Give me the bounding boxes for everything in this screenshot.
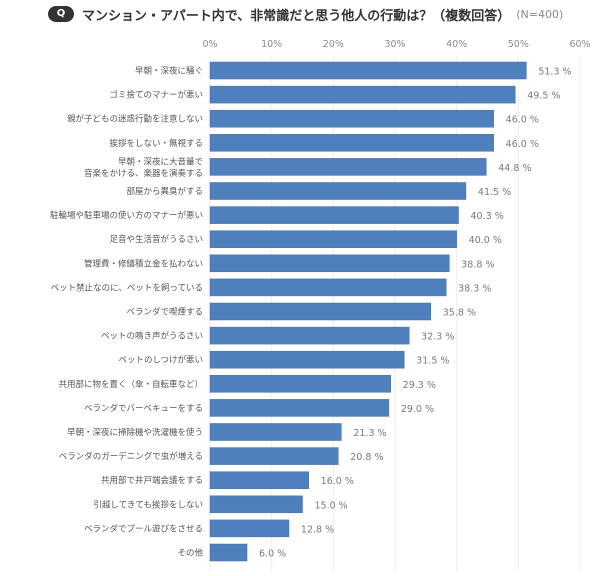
bar: [209, 254, 450, 273]
value-label: 32.3 %: [421, 332, 454, 343]
value-label: 6.0 %: [259, 549, 286, 560]
category-label: ペット禁止なのに、ペットを飼っている: [51, 282, 203, 293]
value-label: 46.0 %: [506, 139, 539, 150]
value-label: 21.3 %: [353, 428, 386, 439]
bar: [209, 519, 290, 538]
value-label: 35.8 %: [443, 308, 476, 319]
bar: [209, 302, 432, 321]
bar: [209, 206, 459, 224]
x-tick-label: 60%: [569, 39, 590, 50]
value-label: 12.8 %: [301, 524, 334, 535]
category-label: 早朝・深夜に騒ぐ: [135, 66, 203, 77]
bar: [209, 423, 342, 441]
category-label: ベランダで喫煙する: [126, 307, 203, 318]
bar: [209, 399, 390, 417]
sample-size: (N=400): [516, 7, 564, 21]
value-label: 38.8 %: [461, 259, 494, 270]
category-label: その他: [177, 548, 203, 559]
bar: [209, 471, 309, 489]
x-tick-label: 0%: [202, 39, 217, 50]
bar: [209, 230, 457, 248]
category-label: ベランダでプール遊びをさせる: [84, 523, 203, 534]
value-label: 15.0 %: [315, 500, 348, 511]
value-label: 20.8 %: [350, 452, 383, 463]
bar: [209, 158, 487, 176]
bar: [209, 278, 447, 297]
x-tick-label: 40%: [446, 39, 467, 50]
value-label: 46.0 %: [506, 115, 539, 126]
category-label: 共用部で井戸端会議をする: [101, 475, 203, 486]
category-label: 音楽をかける、楽器を演奏する: [84, 168, 203, 179]
category-label: ベランダのガーデニングで虫が増える: [59, 451, 203, 462]
category-label: 引越してきても挨拶をしない: [93, 499, 203, 510]
category-label: 挨拶をしない・無視する: [109, 138, 203, 149]
value-label: 29.0 %: [401, 404, 434, 415]
value-label: 31.5 %: [416, 356, 449, 367]
category-label: 管理費・修繕積立金を払わない: [84, 258, 203, 269]
bar: [209, 61, 527, 80]
category-label: 早朝・深夜に掃除機や洗濯機を使う: [67, 427, 203, 438]
bar: [209, 134, 494, 152]
chart-title-row: Q マンション・アパート内で、非常識だと思う他人の行動は？（複数回答） (N=4…: [48, 4, 563, 24]
category-label: ペットのしつけが悪い: [119, 355, 204, 366]
category-label: 親が子どもの迷惑行動を注意しない: [67, 114, 203, 125]
x-tick-label: 10%: [261, 39, 282, 50]
value-labels: 51.3 % 49.5 % 46.0 % 46.0 % 44.8 % 41.5 % 40.3…: [259, 67, 572, 560]
chart-title: マンション・アパート内で、非常識だと思う他人の行動は？（複数回答）: [82, 8, 511, 24]
value-label: 38.3 %: [458, 283, 491, 294]
category-label: ベランダでバーベキューをする: [84, 403, 203, 414]
category-label: 共用部に物を置く（傘・自転車など）: [58, 379, 203, 390]
question-badge: Q: [48, 6, 74, 22]
x-tick-label: 20%: [323, 39, 344, 50]
category-label: ペットの鳴き声がうるさい: [101, 331, 203, 342]
category-label: 早朝・深夜に大音量で: [118, 156, 203, 167]
value-label: 44.8 %: [498, 163, 531, 174]
bar: [209, 326, 410, 345]
x-tick-label: 30%: [384, 39, 405, 50]
category-labels: 早朝・深夜に騒ぐゴミ捨てのマナーが悪い親が子どもの迷惑行動を注意しない挨拶をしな…: [50, 66, 204, 559]
category-label: 部屋から異臭がする: [126, 186, 203, 197]
bar: [209, 109, 494, 128]
bar: [209, 447, 339, 465]
value-label: 51.3 %: [538, 67, 571, 78]
category-label: 駐輪場や駐車場の使い方のマナーが悪い: [50, 210, 203, 221]
bar: [209, 85, 516, 104]
value-label: 40.3 %: [471, 211, 504, 222]
x-axis-ticks: 0% 10% 20% 30% 40% 50% 60%: [202, 39, 590, 50]
bar: [209, 375, 391, 393]
value-label: 49.5 %: [527, 91, 560, 102]
bar: [209, 543, 248, 562]
x-tick-label: 50%: [508, 39, 529, 50]
bar: [209, 495, 303, 514]
value-label: 16.0 %: [321, 476, 354, 487]
value-label: 40.0 %: [469, 235, 502, 246]
category-label: 足音や生活音がうるさい: [109, 234, 203, 245]
category-label: ゴミ捨てのマナーが悪い: [109, 90, 203, 101]
bars: [209, 61, 527, 562]
bar: [209, 350, 405, 369]
value-label: 29.3 %: [403, 380, 436, 391]
value-label: 41.5 %: [478, 187, 511, 198]
bar: [209, 182, 467, 200]
